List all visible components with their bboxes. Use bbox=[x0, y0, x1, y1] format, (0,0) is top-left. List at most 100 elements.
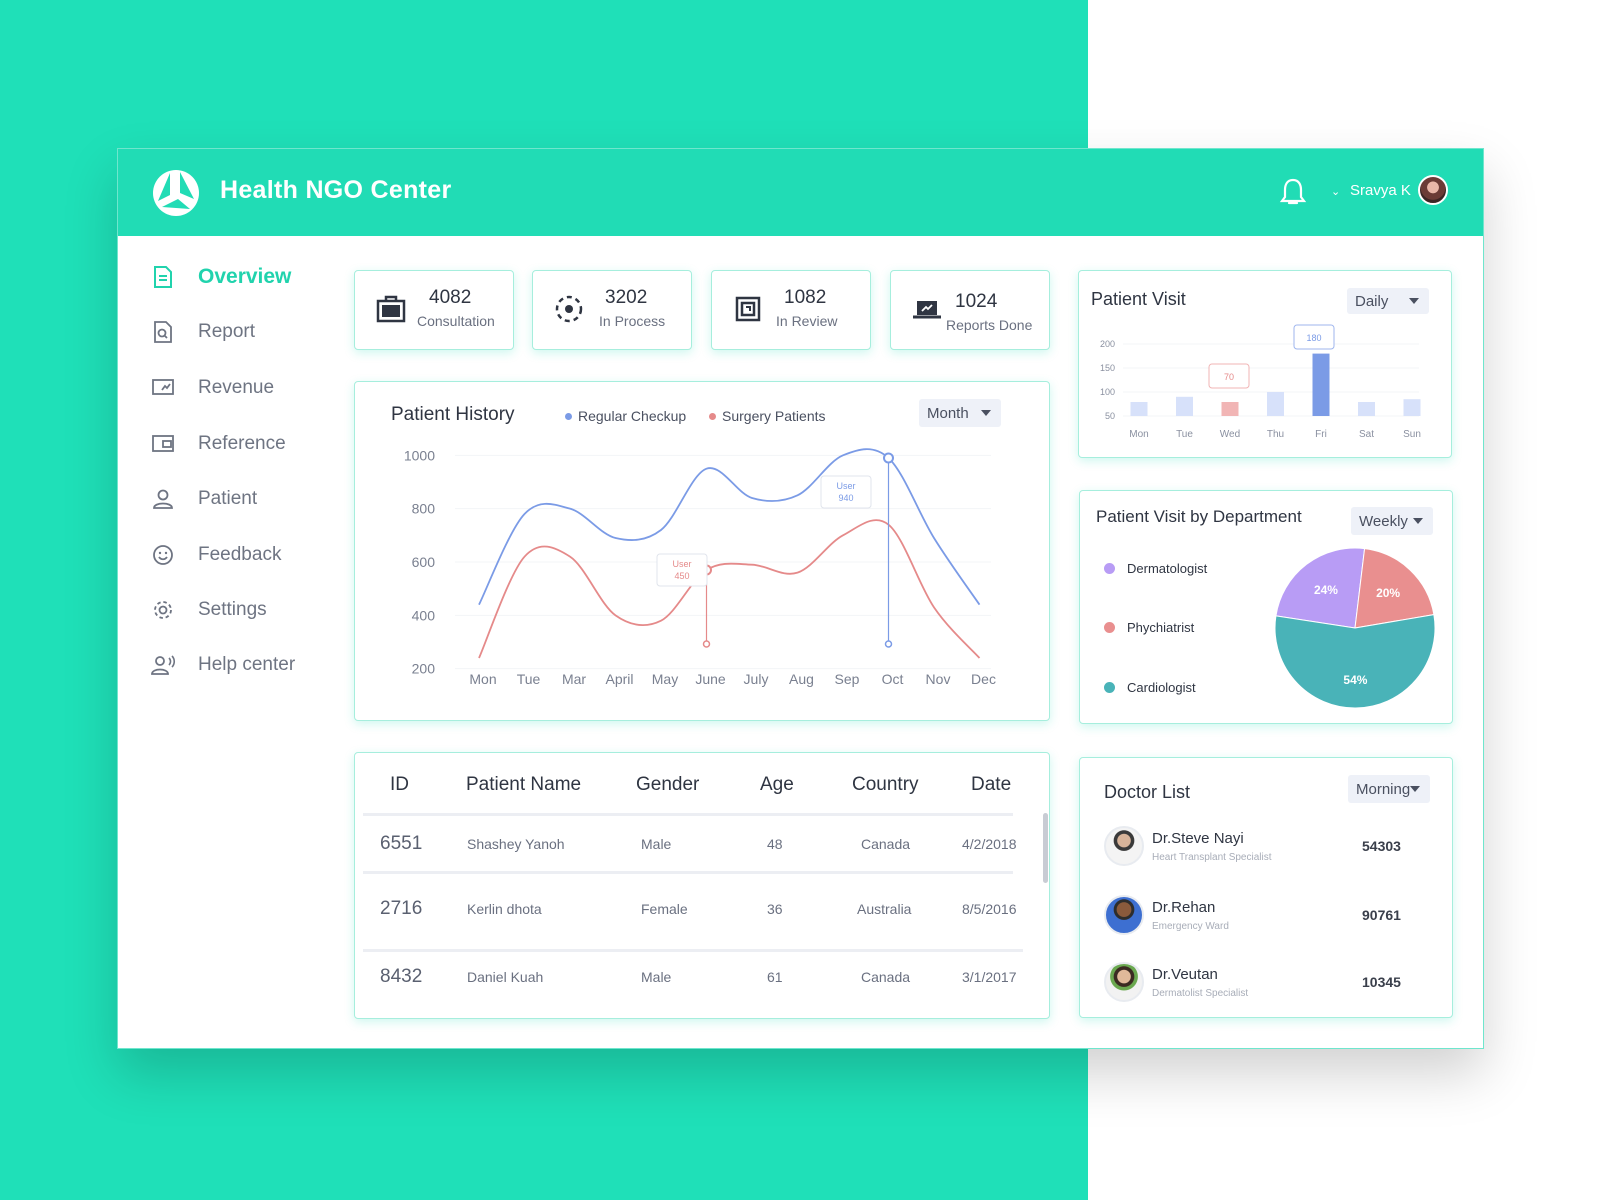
sidebar-item-feedback[interactable]: Feedback bbox=[150, 538, 330, 572]
patient-table: ID Patient Name Gender Age Country Date … bbox=[354, 752, 1050, 1019]
doctor-row[interactable]: Dr.Rehan Emergency Ward 90761 bbox=[1104, 895, 1424, 939]
caret-down-icon bbox=[1413, 518, 1423, 524]
data-point bbox=[884, 640, 893, 648]
doctor-row[interactable]: Dr.Veutan Dermatolist Specialist 10345 bbox=[1104, 962, 1424, 1006]
laptop-icon bbox=[913, 301, 941, 319]
x-tick-label: Nov bbox=[926, 671, 951, 687]
morning-dropdown[interactable]: Morning bbox=[1348, 775, 1430, 803]
doctor-specialty: Emergency Ward bbox=[1152, 921, 1229, 932]
sidebar-item-label: Overview bbox=[198, 265, 292, 288]
stat-card-reports-done[interactable]: 1024 Reports Done bbox=[890, 270, 1050, 350]
legend-dot bbox=[1104, 563, 1115, 574]
pie-slice-label: 54% bbox=[1343, 673, 1367, 687]
dropdown-value: Weekly bbox=[1359, 512, 1408, 530]
sidebar-item-label: Help center bbox=[198, 654, 296, 675]
y-tick-label: 100 bbox=[1100, 387, 1115, 397]
wallet-icon bbox=[152, 435, 174, 452]
x-tick-label: Oct bbox=[882, 671, 904, 687]
chevron-down-icon[interactable]: ⌄ bbox=[1331, 186, 1341, 198]
cell-name: Kerlin dhota bbox=[467, 901, 542, 917]
x-tick-label: Tue bbox=[1176, 429, 1193, 440]
avatar[interactable] bbox=[1418, 175, 1448, 205]
legend-dot bbox=[709, 412, 716, 420]
x-tick-label: Tue bbox=[517, 671, 541, 687]
sidebar-item-label: Report bbox=[198, 321, 256, 342]
legend-dot bbox=[1104, 682, 1115, 693]
sidebar-item-revenue[interactable]: Revenue bbox=[150, 371, 330, 405]
pie-legend-dermatologist: Dermatologist bbox=[1104, 561, 1207, 576]
sidebar-item-help-center[interactable]: Help center bbox=[150, 648, 330, 682]
daily-dropdown[interactable]: Daily bbox=[1347, 288, 1429, 314]
department-pie-chart: 24% 20% 54% bbox=[1274, 547, 1436, 709]
stat-card-in-review[interactable]: 1082 In Review bbox=[711, 270, 871, 350]
tooltip-box bbox=[1208, 363, 1250, 389]
legend-dot bbox=[565, 412, 572, 420]
row-divider bbox=[363, 813, 1013, 816]
sidebar-item-overview[interactable]: Overview bbox=[150, 260, 330, 294]
cell-date: 8/5/2016 bbox=[962, 901, 1017, 917]
x-tick-label: Aug bbox=[789, 671, 814, 687]
row-divider bbox=[363, 949, 1023, 952]
table-scrollbar[interactable] bbox=[1043, 813, 1048, 883]
bar-wed bbox=[1221, 402, 1239, 416]
y-tick-label: 400 bbox=[412, 607, 436, 623]
x-tick-label: July bbox=[744, 671, 769, 687]
pie-legend-phychiatrist: Phychiatrist bbox=[1104, 620, 1194, 635]
tooltip-value: 180 bbox=[1306, 333, 1321, 343]
doctor-name: Dr.Veutan bbox=[1152, 966, 1218, 983]
sidebar-item-reference[interactable]: Reference bbox=[150, 427, 330, 461]
dropdown-value: Daily bbox=[1355, 292, 1389, 310]
cell-gender: Male bbox=[641, 969, 672, 985]
app-window: Health NGO Center ⌄ Sravya K Overview Re… bbox=[117, 148, 1484, 1049]
smiley-icon bbox=[153, 545, 173, 565]
user-name[interactable]: Sravya K bbox=[1350, 182, 1411, 199]
x-tick-label: Dec bbox=[971, 671, 996, 687]
weekly-dropdown[interactable]: Weekly bbox=[1351, 507, 1433, 535]
doctor-name: Dr.Rehan bbox=[1152, 899, 1216, 916]
doctor-list-title: Doctor List bbox=[1104, 782, 1191, 802]
gear-icon bbox=[154, 601, 172, 619]
month-dropdown[interactable]: Month bbox=[919, 399, 1001, 427]
cell-id: 8432 bbox=[380, 966, 423, 987]
table-header-name: Patient Name bbox=[466, 774, 582, 795]
stat-value: 1082 bbox=[784, 287, 827, 308]
doctor-row[interactable]: Dr.Steve Nayi Heart Transplant Specialis… bbox=[1104, 826, 1424, 870]
x-tick-label: Fri bbox=[1315, 429, 1327, 440]
cell-country: Australia bbox=[857, 901, 912, 917]
doctor-specialty: Heart Transplant Specialist bbox=[1152, 852, 1272, 863]
sidebar-item-report[interactable]: Report bbox=[150, 315, 330, 349]
stat-label: In Process bbox=[599, 313, 666, 329]
cell-country: Canada bbox=[861, 836, 911, 852]
bell-icon[interactable] bbox=[1279, 177, 1307, 207]
stat-card-in-process[interactable]: 3202 In Process bbox=[532, 270, 692, 350]
pie-slice-label: 24% bbox=[1314, 583, 1338, 597]
stat-value: 3202 bbox=[605, 287, 648, 308]
stat-card-consultation[interactable]: 4082 Consultation bbox=[354, 270, 514, 350]
app-title: Health NGO Center bbox=[220, 176, 452, 204]
cell-date: 4/2/2018 bbox=[962, 836, 1017, 852]
doctor-avatar bbox=[1104, 962, 1144, 1002]
patient-history-title: Patient History bbox=[391, 404, 515, 425]
caret-down-icon bbox=[1409, 298, 1419, 304]
x-tick-label: May bbox=[652, 671, 678, 687]
caret-down-icon bbox=[981, 410, 991, 416]
cell-name: Shashey Yanoh bbox=[467, 836, 565, 852]
caret-down-icon bbox=[1410, 786, 1420, 792]
bar-sun bbox=[1403, 399, 1421, 416]
x-tick-label: April bbox=[605, 671, 633, 687]
dropdown-value: Month bbox=[927, 404, 969, 422]
cell-age: 36 bbox=[767, 901, 783, 917]
sidebar-item-label: Reference bbox=[198, 433, 286, 454]
bar-tue bbox=[1176, 396, 1193, 416]
cell-country: Canada bbox=[861, 969, 911, 985]
legend-surgery-patients: Surgery Patients bbox=[709, 408, 826, 424]
sidebar-item-patient[interactable]: Patient bbox=[150, 482, 330, 516]
doctor-specialty: Dermatolist Specialist bbox=[1152, 988, 1249, 999]
department-title: Patient Visit by Department bbox=[1096, 507, 1302, 526]
review-frame-icon bbox=[735, 296, 761, 322]
sidebar-item-settings[interactable]: Settings bbox=[150, 593, 330, 627]
cell-age: 61 bbox=[767, 969, 783, 985]
tooltip-box bbox=[820, 475, 872, 509]
doctor-avatar bbox=[1104, 895, 1144, 935]
cell-date: 3/1/2017 bbox=[962, 969, 1017, 985]
